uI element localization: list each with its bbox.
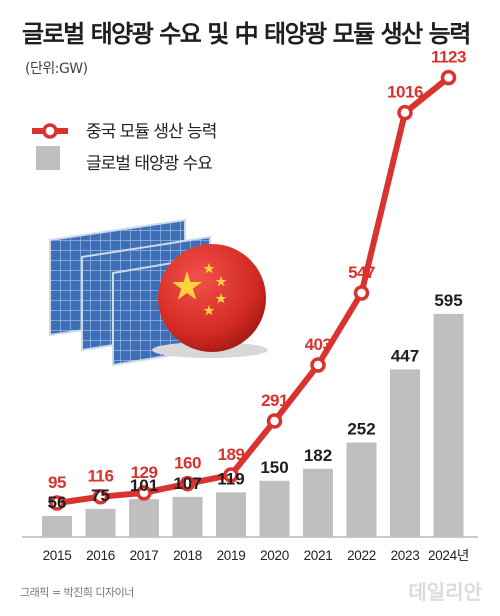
line-point [440, 69, 457, 86]
china-flag-globe-icon [158, 244, 266, 352]
bar [346, 442, 377, 537]
chart-title: 글로벌 태양광 수요 및 中 태양광 모듈 생산 능력 [22, 20, 471, 48]
bar [85, 508, 116, 537]
line-value-label: 116 [88, 467, 114, 486]
line-point [310, 357, 326, 373]
x-tick-label: 2024년 [428, 548, 469, 563]
bar [390, 369, 420, 537]
legend-label-line: 중국 모듈 생산 능력 [86, 122, 217, 142]
legend-line-swatch [32, 123, 68, 139]
bar [129, 499, 159, 537]
bar [42, 516, 72, 537]
bar-value-label: 101 [130, 476, 158, 495]
bar-value-label: 595 [434, 291, 462, 310]
x-tick-label: 2020 [260, 548, 289, 563]
series-line [54, 74, 452, 506]
line-value-label: 1016 [387, 83, 423, 102]
line-point [353, 285, 370, 301]
x-tick-label: 2023 [391, 548, 420, 563]
line-value-label: 129 [131, 463, 158, 482]
bar-value-label: 107 [173, 474, 201, 493]
x-tick-label: 2022 [347, 548, 376, 563]
line-value-label: 1123 [431, 48, 466, 67]
bar-value-label: 252 [347, 420, 375, 439]
bar [259, 480, 290, 537]
bar [303, 468, 333, 537]
line-point [223, 467, 239, 483]
x-tick-label: 2015 [43, 548, 72, 563]
line-point [92, 488, 109, 505]
line-point [397, 104, 413, 121]
line-value-label: 547 [348, 263, 375, 282]
x-tick-label: 2021 [304, 548, 333, 563]
line-value-label: 160 [174, 454, 201, 473]
x-tick-label: 2016 [86, 548, 115, 563]
bar-value-label: 182 [304, 446, 332, 465]
bar-value-label: 150 [260, 458, 288, 477]
line-value-label: 403 [305, 335, 332, 354]
credit-text: 그래픽 = 박진희 디자이너 [20, 586, 134, 599]
unit-label: (단위:GW) [25, 61, 88, 77]
legend-label-bar: 글로벌 태양광 수요 [86, 154, 213, 174]
bar [216, 492, 246, 537]
line-point [266, 413, 283, 429]
line-point [136, 485, 152, 501]
x-tick-label: 2017 [130, 548, 159, 563]
x-tick-label: 2019 [217, 548, 246, 563]
x-tick-label: 2018 [173, 548, 202, 563]
line-value-label: 189 [218, 445, 245, 464]
bar-value-label: 56 [48, 493, 67, 512]
source-logo: 데일리안 [408, 580, 482, 604]
line-point [49, 495, 65, 511]
bar [433, 313, 464, 537]
line-point [179, 475, 196, 492]
legend-bar-swatch [36, 146, 60, 170]
line-value-label: 95 [48, 473, 66, 492]
bar [172, 496, 203, 537]
line-value-label: 291 [261, 391, 288, 410]
bar-value-label: 447 [391, 346, 419, 365]
bar-value-label: 75 [91, 486, 110, 505]
bar-value-label: 119 [217, 469, 244, 488]
